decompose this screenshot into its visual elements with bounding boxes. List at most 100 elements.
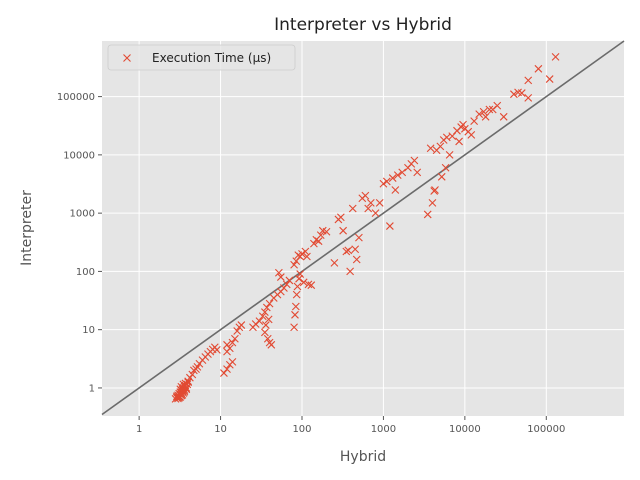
data-point <box>441 163 450 172</box>
data-point <box>509 90 518 99</box>
data-point <box>228 358 237 366</box>
data-point <box>314 237 323 246</box>
data-point <box>437 172 446 181</box>
data-point <box>413 168 422 177</box>
data-point <box>310 239 318 248</box>
data-point <box>267 340 276 349</box>
data-point <box>295 274 303 283</box>
data-points <box>171 53 560 403</box>
data-point <box>233 327 242 335</box>
x-tick-label: 10 <box>214 424 227 435</box>
data-point <box>276 273 285 281</box>
data-point <box>307 281 316 290</box>
data-point <box>391 186 400 194</box>
data-point <box>348 204 357 213</box>
data-point <box>488 105 497 114</box>
data-point <box>263 334 272 343</box>
data-point <box>316 231 325 239</box>
data-point <box>459 120 467 129</box>
y-tick-label: 10 <box>82 325 95 336</box>
y-axis-label: Interpreter <box>19 190 35 266</box>
x-tick-label: 100 <box>292 424 311 435</box>
reference-line <box>101 40 625 416</box>
data-point <box>470 117 479 125</box>
data-point <box>258 312 267 321</box>
data-point <box>385 222 394 230</box>
data-point <box>479 107 488 116</box>
data-point <box>274 268 283 277</box>
data-point <box>220 369 228 377</box>
data-point <box>291 310 299 319</box>
data-point <box>280 284 288 292</box>
data-point <box>351 245 360 254</box>
data-point <box>375 198 384 207</box>
data-point <box>352 255 361 264</box>
y-tick-label: 1 <box>89 383 95 394</box>
data-point <box>361 191 370 200</box>
data-point <box>304 280 313 289</box>
data-point <box>428 198 437 207</box>
data-point <box>545 75 554 83</box>
data-point <box>336 213 345 222</box>
data-point <box>255 317 264 326</box>
data-point <box>262 303 271 312</box>
data-point <box>499 112 508 121</box>
data-point <box>303 252 311 261</box>
y-tick-label: 100 <box>76 267 95 278</box>
x-axis-ticks: 1 10 100 1000 10000 100000 <box>136 416 565 435</box>
legend-label: Execution Time (µs) <box>152 51 271 65</box>
data-point <box>292 290 301 299</box>
data-point <box>379 179 388 188</box>
data-point <box>290 260 298 269</box>
data-point <box>551 53 560 61</box>
data-point <box>467 131 476 139</box>
data-point <box>431 186 439 194</box>
y-tick-label: 1000 <box>70 209 95 220</box>
data-point <box>388 174 397 182</box>
data-point <box>212 345 221 354</box>
data-point <box>261 321 270 329</box>
data-point <box>436 142 445 151</box>
legend: Execution Time (µs) <box>107 44 296 71</box>
data-point <box>251 320 260 328</box>
data-point <box>301 247 310 256</box>
data-point <box>282 280 291 289</box>
data-point <box>264 315 273 324</box>
y-axis-ticks: 1 10 100 1000 10000 100000 <box>57 92 102 394</box>
data-point <box>524 76 533 85</box>
data-point <box>524 94 533 102</box>
legend-x-marker-icon <box>123 54 131 62</box>
legend-marker-x-icon <box>123 54 131 62</box>
data-point <box>182 385 191 394</box>
data-point <box>296 270 305 278</box>
data-point <box>188 370 197 379</box>
data-point <box>342 247 351 256</box>
data-point <box>481 112 490 121</box>
data-point <box>410 156 419 165</box>
data-point <box>298 249 306 258</box>
data-point <box>237 321 246 329</box>
data-point <box>291 302 300 311</box>
data-point <box>293 282 302 291</box>
data-point <box>223 365 231 374</box>
data-point <box>330 259 339 267</box>
data-point <box>299 278 308 287</box>
data-point <box>393 171 402 179</box>
data-point <box>260 308 269 317</box>
data-point <box>398 168 407 177</box>
x-axis-label: Hybrid <box>340 449 386 465</box>
data-point <box>371 209 380 218</box>
y-tick-label: 10000 <box>63 150 95 161</box>
legend-box <box>107 44 296 71</box>
x-tick-label: 10000 <box>449 424 481 435</box>
data-point <box>355 233 363 242</box>
data-point <box>285 276 294 285</box>
data-point <box>290 323 298 332</box>
data-point <box>346 267 355 276</box>
data-point <box>192 365 200 374</box>
data-point <box>445 150 454 159</box>
data-point <box>364 204 373 213</box>
chart-title: Interpreter vs Hybrid <box>274 15 452 35</box>
x-tick-label: 1000 <box>371 424 396 435</box>
